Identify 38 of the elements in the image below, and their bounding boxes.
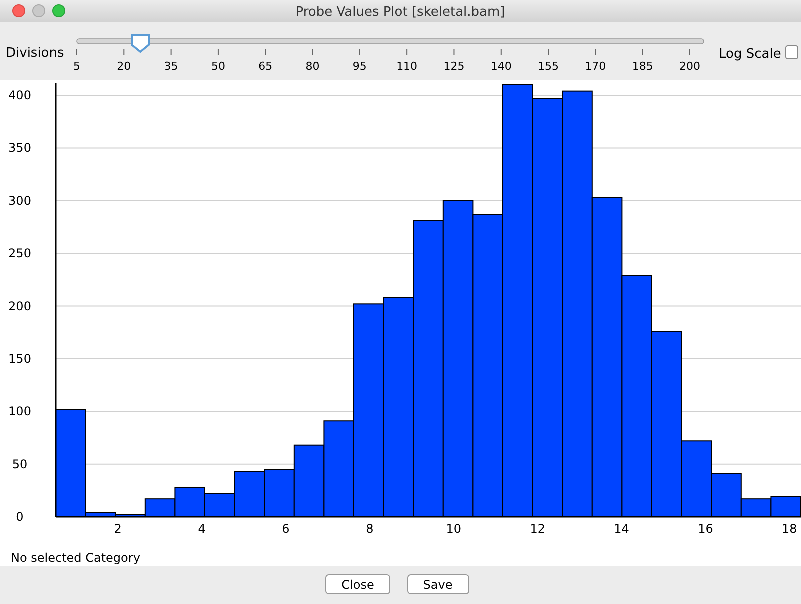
text: Divisions [6, 46, 65, 61]
y-tick-label: 150 [8, 352, 32, 366]
y-tick-label: 200 [8, 299, 32, 314]
text: 20 [117, 60, 132, 73]
y-tick-label: 250 [8, 246, 32, 261]
text: 80 [306, 60, 320, 73]
text: 200 [680, 60, 700, 73]
x-tick-label: 16 [698, 522, 714, 536]
text: Close [342, 578, 374, 592]
y-tick-label: 400 [8, 88, 32, 103]
x-tick-label: 10 [446, 522, 462, 536]
x-tick-label: 18 [782, 522, 798, 536]
x-tick-label: 4 [198, 522, 206, 536]
chart-title: Probe Values Plot [skeletal.bam] [296, 5, 506, 20]
text: 110 [396, 60, 418, 73]
y-tick-label: 50 [12, 457, 28, 472]
text: Save [423, 578, 453, 592]
x-tick-label: 6 [282, 522, 290, 536]
x-tick-label: 14 [614, 522, 630, 536]
text: Log Scale [719, 47, 782, 62]
text: No selected Category [11, 551, 140, 565]
text: 65 [258, 60, 273, 73]
text: 170 [585, 60, 606, 73]
text: 140 [490, 60, 512, 73]
x-tick-label: 2 [114, 522, 122, 536]
text: 5 [74, 60, 80, 73]
text: 125 [444, 60, 465, 73]
text: 155 [538, 60, 560, 73]
text: 50 [211, 60, 226, 73]
text: 185 [632, 60, 654, 73]
y-tick-label: 300 [8, 194, 32, 208]
text: 35 [164, 60, 178, 73]
text: 95 [352, 60, 367, 73]
y-tick-label: 100 [8, 404, 32, 419]
x-tick-label: 12 [530, 522, 546, 536]
y-tick-label: 350 [8, 141, 32, 156]
x-tick-label: 8 [366, 522, 374, 536]
y-tick-label: 0 [16, 510, 24, 524]
